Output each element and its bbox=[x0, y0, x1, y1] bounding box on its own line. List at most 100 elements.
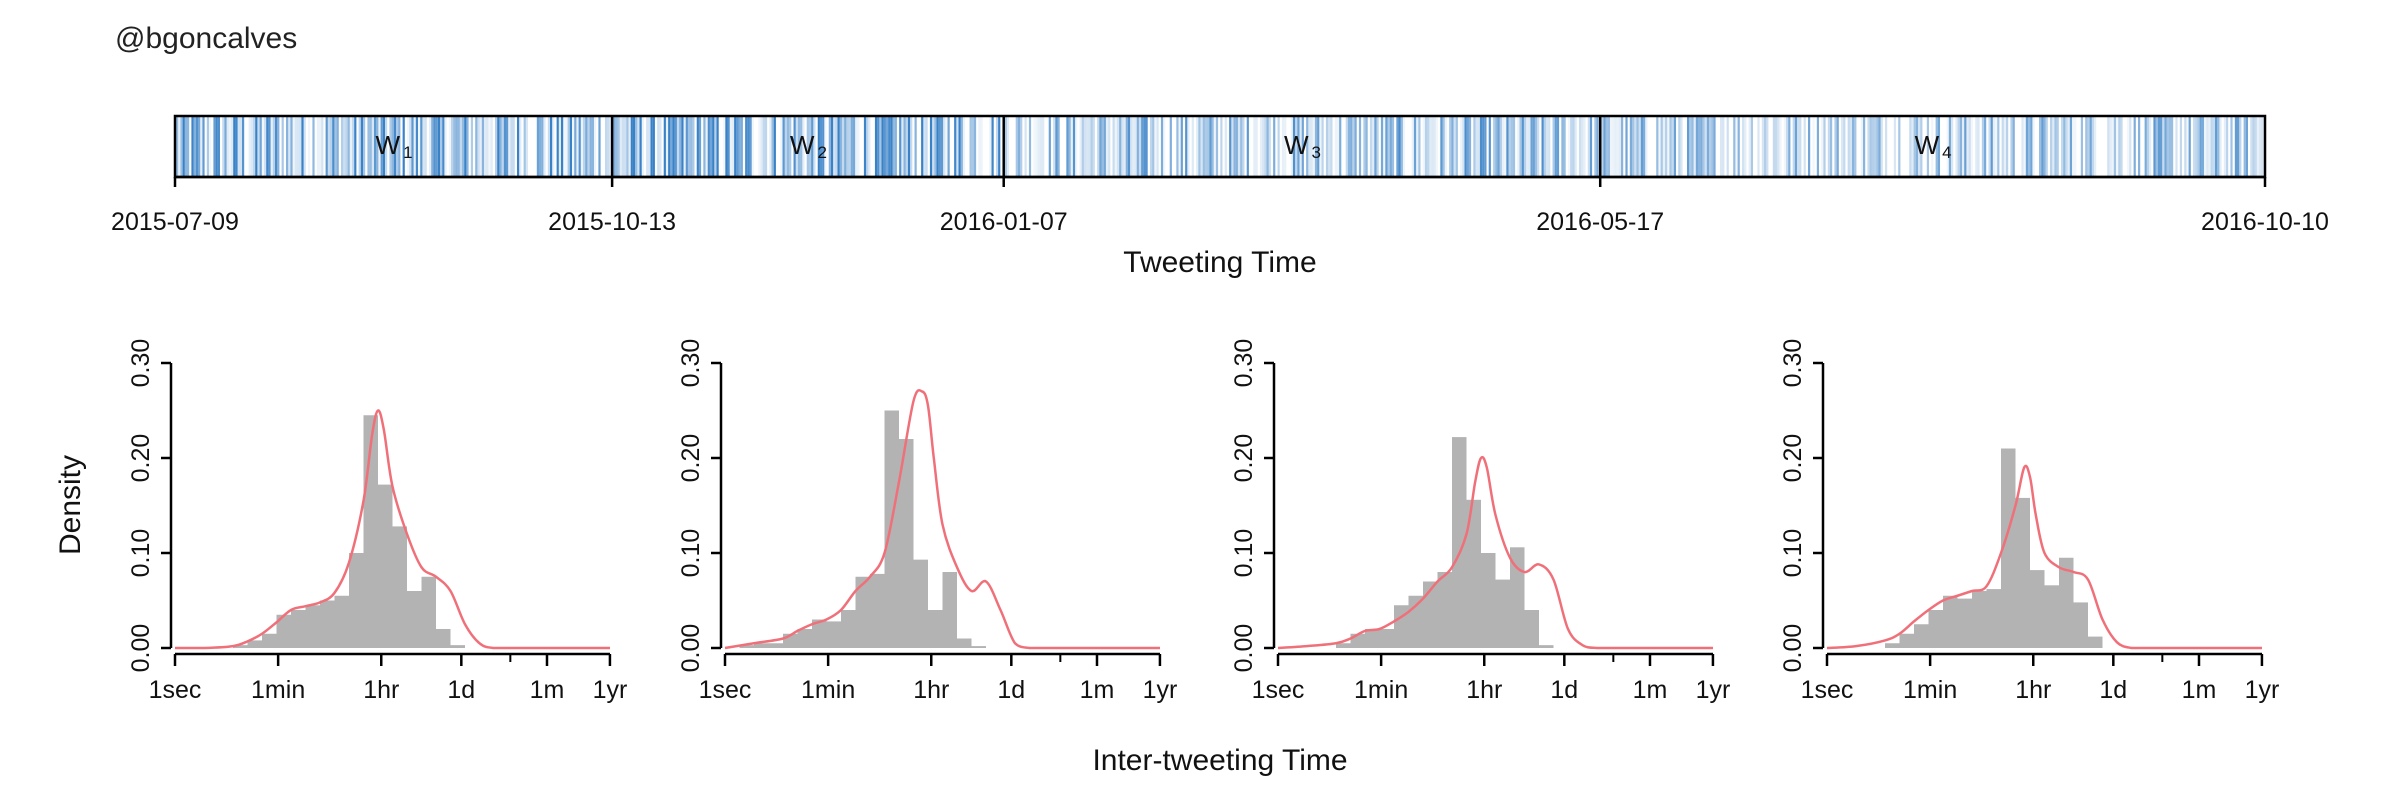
tweet-line bbox=[1435, 117, 1439, 176]
tweet-line bbox=[1033, 117, 1036, 176]
tweet-line bbox=[852, 117, 856, 176]
tweet-line bbox=[2204, 117, 2207, 176]
tweet-line bbox=[1317, 117, 1320, 176]
tweet-line bbox=[184, 117, 187, 176]
tweet-line bbox=[839, 117, 842, 176]
tweet-line bbox=[1935, 117, 1938, 176]
tweet-line bbox=[835, 117, 838, 176]
tweet-line bbox=[789, 117, 792, 176]
tweet-line bbox=[2261, 117, 2264, 176]
tweet-line bbox=[615, 117, 618, 176]
histogram-bar bbox=[1394, 605, 1409, 648]
tweet-line bbox=[270, 117, 273, 176]
tweet-line bbox=[1449, 117, 1452, 176]
tweet-line bbox=[1931, 117, 1934, 176]
tweet-line bbox=[415, 117, 418, 176]
tweet-line bbox=[1231, 117, 1234, 176]
tweet-line bbox=[484, 117, 487, 176]
tweet-line bbox=[1583, 117, 1586, 176]
tweet-barcode bbox=[176, 117, 2264, 176]
tweet-line bbox=[506, 117, 509, 176]
tweet-line bbox=[797, 117, 801, 176]
tweet-line bbox=[1495, 117, 1498, 176]
tweet-line bbox=[672, 117, 675, 176]
tweet-line bbox=[2116, 117, 2119, 176]
tweet-line bbox=[1103, 117, 1106, 176]
histogram-bar bbox=[2059, 557, 2074, 648]
tweet-line bbox=[1215, 117, 1219, 176]
tweet-line bbox=[1101, 117, 1104, 176]
tweet-line bbox=[209, 117, 212, 176]
tweet-line bbox=[641, 117, 644, 176]
x-tick-label: 1hr bbox=[363, 676, 399, 704]
tweet-line bbox=[1242, 117, 1245, 176]
x-tick-label: 1m bbox=[1633, 676, 1668, 704]
density-panel-W2: 0.00 0.10 0.20 0.30 1sec 1min 1hr 1d 1m 1yr bbox=[677, 339, 1177, 704]
histogram-bar bbox=[826, 621, 841, 648]
tweet-line bbox=[2230, 117, 2233, 176]
tweet-line bbox=[1995, 117, 1998, 176]
x-tick-label: 1sec bbox=[1252, 676, 1305, 704]
tweet-line bbox=[947, 117, 950, 176]
tweet-line bbox=[2239, 117, 2242, 176]
tweet-line bbox=[850, 117, 853, 176]
tweet-line bbox=[683, 117, 686, 176]
tweet-line bbox=[1911, 117, 1914, 176]
tweet-line bbox=[1488, 117, 1491, 176]
tweet-line bbox=[376, 117, 379, 176]
x-tick-label: 1hr bbox=[2015, 676, 2051, 704]
y-tick-label: 0.30 bbox=[1230, 339, 1258, 388]
tweet-line bbox=[883, 117, 886, 176]
tweet-line bbox=[226, 117, 229, 176]
tweet-line bbox=[347, 117, 350, 176]
tweet-line bbox=[1493, 117, 1496, 176]
histogram-bar bbox=[957, 638, 972, 648]
histogram-bar bbox=[913, 559, 928, 648]
tweet-line bbox=[2107, 117, 2110, 176]
tweet-line bbox=[1121, 117, 1124, 176]
tweet-line bbox=[989, 117, 992, 176]
tweet-line bbox=[1823, 117, 1826, 176]
tweet-line bbox=[1202, 117, 1205, 176]
tweet-line bbox=[541, 117, 544, 176]
tweet-line bbox=[1116, 117, 1120, 176]
tweet-line bbox=[624, 117, 627, 176]
histogram-bar bbox=[392, 526, 407, 648]
tweet-line bbox=[1039, 117, 1043, 176]
tweet-line bbox=[830, 117, 834, 176]
tweet-line bbox=[2157, 117, 2161, 176]
tweet-line bbox=[418, 117, 421, 176]
tweet-line bbox=[1849, 117, 1853, 176]
histogram-bar bbox=[407, 591, 422, 648]
tweet-line bbox=[844, 117, 847, 176]
tweet-line bbox=[806, 117, 809, 176]
tweet-line bbox=[583, 117, 586, 176]
tweet-line bbox=[462, 117, 465, 176]
tweet-line bbox=[855, 117, 858, 176]
density-curve bbox=[1277, 455, 1713, 650]
density-curve bbox=[175, 409, 610, 650]
tweet-line bbox=[248, 117, 251, 176]
tweet-line bbox=[605, 117, 608, 176]
tweet-line bbox=[336, 117, 339, 176]
tweet-line bbox=[784, 117, 787, 176]
tweet-line bbox=[257, 117, 260, 176]
tweet-line bbox=[369, 117, 372, 176]
tweet-line bbox=[1097, 117, 1100, 176]
tweet-line bbox=[424, 117, 427, 176]
tweet-line bbox=[563, 117, 566, 176]
tweet-line bbox=[1220, 117, 1223, 176]
tweet-line bbox=[1149, 117, 1153, 176]
tweet-line bbox=[202, 117, 205, 176]
tweet-line bbox=[1482, 117, 1485, 176]
tweet-line bbox=[382, 117, 385, 176]
histogram-bar bbox=[2015, 497, 2030, 648]
tweet-line bbox=[200, 117, 203, 176]
tweet-line bbox=[991, 117, 994, 176]
tweet-line bbox=[576, 117, 579, 176]
tweet-line bbox=[1112, 117, 1115, 176]
tweet-line bbox=[841, 117, 845, 176]
y-tick-label: 0.00 bbox=[1230, 624, 1258, 673]
tweet-line bbox=[808, 117, 812, 176]
tweet-line bbox=[1442, 117, 1445, 176]
